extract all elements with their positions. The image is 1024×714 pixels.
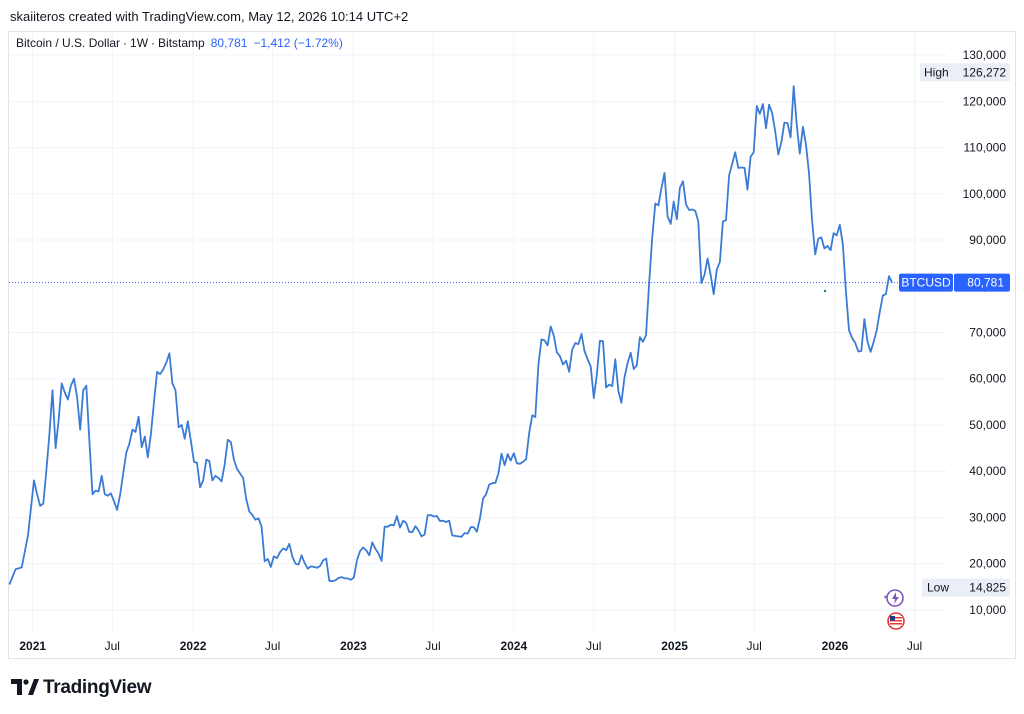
y-tick-label: 130,000: [963, 48, 1007, 62]
x-tick-label: Jul: [105, 639, 120, 653]
tradingview-logo[interactable]: TradingView: [11, 677, 152, 699]
y-tick-label: 100,000: [963, 187, 1007, 201]
x-tick-label: Jul: [746, 639, 761, 653]
x-tick-label: 2023: [340, 639, 367, 653]
high-label-box: [920, 63, 958, 82]
x-tick-label: Jul: [265, 639, 280, 653]
ticker-label: BTCUSD: [901, 276, 951, 290]
y-tick-label: 70,000: [969, 326, 1006, 340]
high-value: 126,272: [963, 65, 1007, 79]
ticker-label-box: [899, 273, 953, 292]
symbol-exchange: Bitstamp: [158, 36, 205, 50]
y-tick-label: 30,000: [969, 510, 1006, 524]
low-label: Low: [927, 581, 949, 595]
symbol-interval: 1W: [130, 36, 149, 50]
last-value-box: [954, 273, 1010, 292]
symbol-legend: Bitcoin / U.S. Dollar · 1W · Bitstamp 80,781−…: [16, 36, 343, 50]
y-tick-label: 110,000: [964, 141, 1007, 155]
y-tick-label: 40,000: [969, 464, 1006, 478]
x-tick-label: 2021: [19, 639, 46, 653]
x-tick-label: 2026: [822, 639, 849, 653]
low-label-box: [922, 578, 958, 597]
marker-dot: [823, 289, 827, 293]
last-price: 80,781: [210, 36, 248, 50]
price-change: −1,412 (−1.72%): [253, 36, 343, 50]
low-value: 14,825: [969, 581, 1006, 595]
price-labels: High 126,272 Low 14,825 BTCUSD 80,781: [823, 63, 1010, 630]
tradingview-mark-icon: [11, 679, 39, 697]
x-tick-label: Jul: [425, 639, 440, 653]
x-tick-label: 2022: [180, 639, 207, 653]
attribution-text: skaiiteros created with TradingView.com,…: [10, 9, 409, 24]
high-label: High: [924, 65, 949, 79]
us-flag-event-icon: [887, 612, 905, 630]
price-axis: 10,000 20,000 30,000 40,000 50,000 60,000 70,0…: [963, 48, 1007, 617]
y-tick-label: 60,000: [969, 372, 1006, 386]
btc-price-line: [8, 85, 893, 585]
y-tick-label: 20,000: [969, 557, 1006, 571]
grid: [9, 32, 947, 633]
x-tick-label: 2025: [661, 639, 688, 653]
high-value-box: [958, 63, 1010, 82]
y-tick-label: 90,000: [969, 233, 1006, 247]
y-tick-label: 10,000: [969, 603, 1006, 617]
lightning-event-icon: [884, 589, 904, 607]
tradingview-brand: TradingView: [43, 677, 152, 698]
y-tick-label: 120,000: [963, 94, 1007, 108]
chart-frame: [8, 31, 1016, 659]
time-axis: 2021 Jul 2022 Jul 2023 Jul 2024 Jul 2025 Jul 2026 J…: [19, 639, 922, 653]
x-tick-label: Jul: [586, 639, 601, 653]
low-value-box: [958, 578, 1010, 597]
symbol-name: Bitcoin / U.S. Dollar: [16, 36, 121, 50]
series: [8, 85, 900, 585]
last-value-label: 80,781: [967, 276, 1004, 290]
x-tick-label: Jul: [907, 639, 922, 653]
y-tick-label: 50,000: [969, 418, 1006, 432]
x-tick-label: 2024: [500, 639, 527, 653]
